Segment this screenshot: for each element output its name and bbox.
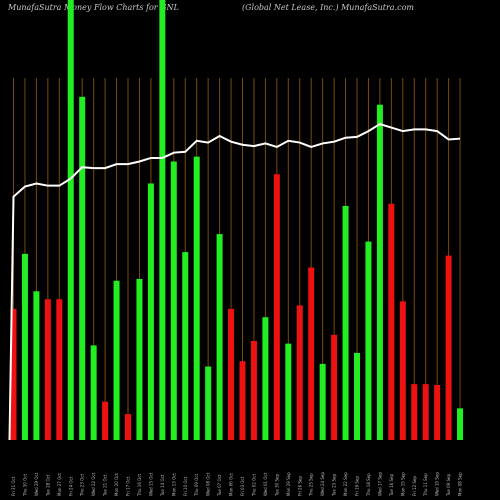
bar-25 bbox=[285, 343, 292, 440]
x-tick-label: Fri 17 Oct bbox=[126, 476, 131, 496]
x-tick-label: Mon 06 Oct bbox=[229, 473, 234, 496]
x-tick-label: Wed 17 Sep bbox=[377, 472, 382, 496]
bar-3 bbox=[33, 291, 40, 440]
x-tick-label: Wed 29 Oct bbox=[34, 472, 39, 496]
x-tick-label: Mon 15 Sep bbox=[400, 472, 405, 496]
x-tick-label: Thu 23 Oct bbox=[80, 474, 85, 497]
x-tick-label: Thu 11 Sep bbox=[423, 473, 428, 497]
bar-10 bbox=[113, 280, 120, 440]
price-line-series bbox=[8, 122, 461, 441]
bar-24 bbox=[273, 174, 280, 441]
x-tick-label: Thu 18 Sep bbox=[366, 473, 371, 497]
x-tick-label: Fri 10 Oct bbox=[183, 476, 188, 496]
x-tick-label: Tue 23 Sep bbox=[332, 474, 337, 497]
bar-37 bbox=[422, 384, 429, 440]
x-tick-label: Mon 29 Sep bbox=[286, 472, 291, 496]
x-tick-label: Wed 08 Oct bbox=[206, 472, 211, 496]
x-tick-label: Fri 12 Sep bbox=[412, 476, 417, 496]
bar-27 bbox=[308, 267, 315, 440]
x-tick-labels: Fri 31 Oct Thu 30 Oct Wed 29 Oct Tue 28 Oct… bbox=[11, 472, 463, 497]
bar-33 bbox=[376, 104, 383, 440]
bar-21 bbox=[239, 361, 246, 440]
bar-32 bbox=[365, 241, 372, 440]
bar-23 bbox=[262, 317, 269, 440]
x-tick-label: Wed 01 Oct bbox=[263, 472, 268, 496]
x-tick-label: Fri 31 Oct bbox=[11, 476, 16, 496]
x-tick-label: Tue 09 Sep bbox=[446, 474, 451, 497]
x-tick-label: Tue 30 Sep bbox=[274, 474, 279, 497]
x-tick-label: Wed 24 Sep bbox=[320, 472, 325, 496]
x-tick-label: Thu 30 Oct bbox=[22, 474, 27, 497]
bar-18 bbox=[205, 366, 212, 440]
bar-31 bbox=[354, 352, 360, 440]
bar-22 bbox=[250, 341, 257, 440]
x-tick-label: Thu 16 Oct bbox=[137, 474, 142, 497]
bar-5 bbox=[56, 299, 63, 440]
chart-title: MunafaSutra Money Flow Charts for GNL bbox=[8, 3, 179, 12]
x-tick-label: Thu 09 Oct bbox=[194, 474, 199, 497]
x-tick-label: Fri 26 Sep bbox=[297, 476, 302, 496]
bar-14 bbox=[159, 0, 166, 440]
bar-11 bbox=[125, 414, 131, 440]
bar-series bbox=[10, 0, 464, 441]
bar-2 bbox=[21, 253, 28, 440]
bar-40 bbox=[457, 408, 464, 440]
bar-20 bbox=[228, 308, 235, 440]
bar-19 bbox=[216, 234, 223, 440]
x-tick-label: Mon 13 Oct bbox=[171, 473, 176, 496]
bar-36 bbox=[411, 384, 418, 440]
bar-9 bbox=[102, 401, 109, 440]
x-tick-label: Thu 02 Oct bbox=[251, 474, 256, 497]
x-tick-label: Fri 03 Oct bbox=[240, 476, 245, 496]
x-tick-label: Thu 25 Sep bbox=[309, 473, 314, 497]
x-tick-label: Mon 20 Oct bbox=[114, 473, 119, 496]
bar-12 bbox=[136, 278, 143, 440]
x-tick-label: Wed 22 Oct bbox=[91, 472, 96, 496]
bar-35 bbox=[399, 301, 406, 440]
x-tick-label: Tue 28 Oct bbox=[45, 474, 50, 497]
x-tick-label: Wed 15 Oct bbox=[148, 472, 153, 496]
bar-30 bbox=[342, 205, 349, 440]
bar-16 bbox=[182, 252, 189, 440]
bar-8 bbox=[90, 345, 97, 440]
bar-6 bbox=[67, 0, 74, 440]
bar-1 bbox=[10, 308, 17, 440]
bar-39 bbox=[445, 255, 452, 440]
price-line bbox=[8, 122, 461, 441]
x-tick-label: Fri 24 Oct bbox=[68, 476, 73, 496]
bar-26 bbox=[296, 305, 303, 440]
bar-17 bbox=[193, 156, 200, 440]
x-tick-label: Tue 07 Oct bbox=[217, 474, 222, 497]
x-tick-label: Mon 22 Sep bbox=[343, 472, 348, 496]
bar-28 bbox=[319, 363, 326, 440]
x-tick-label: Tue 21 Oct bbox=[103, 474, 108, 497]
x-tick-label: Fri 19 Sep bbox=[355, 476, 360, 496]
x-tick-label: Tue 14 Oct bbox=[160, 474, 165, 497]
chart-subtitle: (Global Net Lease, Inc.) MunafaSutra.com bbox=[242, 3, 414, 12]
bar-7 bbox=[79, 96, 86, 441]
x-tick-label: Mon 27 Oct bbox=[57, 473, 62, 496]
bar-15 bbox=[170, 161, 177, 441]
bar-13 bbox=[147, 183, 154, 441]
x-tick-label: Mon 08 Sep bbox=[458, 472, 463, 496]
x-tick-label: Wed 10 Sep bbox=[435, 472, 440, 496]
bar-34 bbox=[388, 203, 395, 440]
bar-38 bbox=[434, 385, 441, 440]
bar-29 bbox=[331, 334, 338, 440]
bar-4 bbox=[44, 299, 51, 440]
x-tick-label: Tue 16 Sep bbox=[389, 474, 394, 497]
